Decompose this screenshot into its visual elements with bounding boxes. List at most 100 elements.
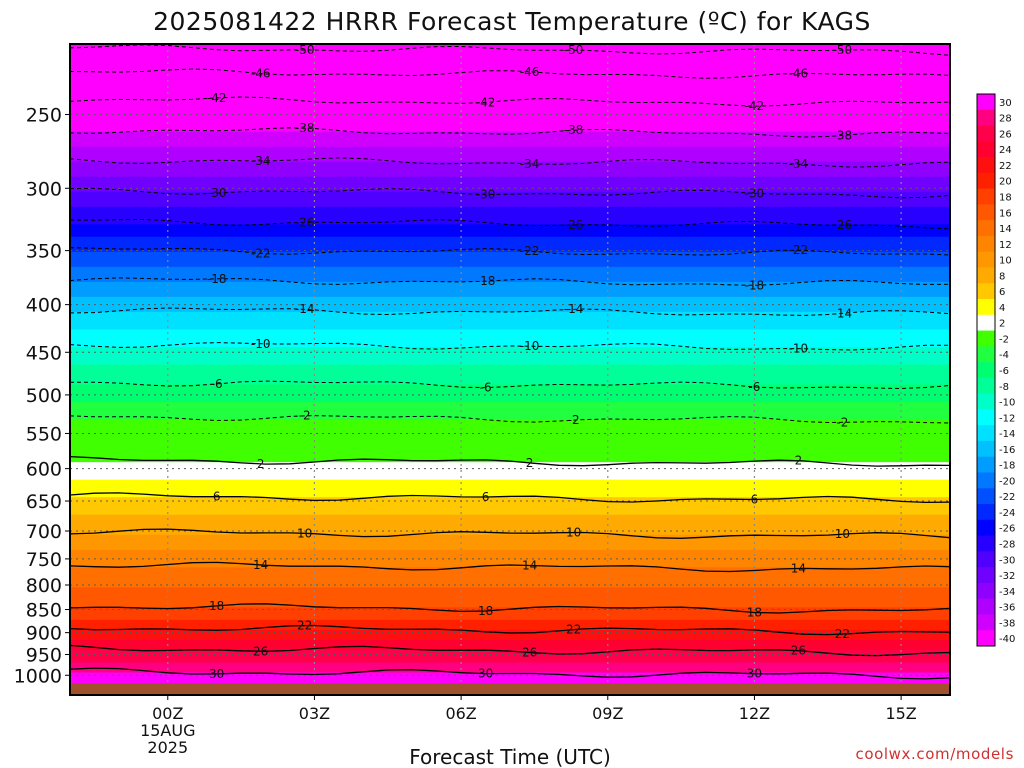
x-tick-label: 00Z bbox=[152, 704, 183, 723]
temperature-band bbox=[70, 244, 950, 248]
temperature-band bbox=[70, 211, 950, 215]
colorbar-swatch bbox=[977, 472, 995, 489]
colorbar-label: -40 bbox=[999, 634, 1015, 645]
temperature-band bbox=[70, 544, 950, 548]
temperature-band bbox=[70, 657, 950, 661]
temperature-band bbox=[70, 309, 950, 313]
temperature-band bbox=[70, 444, 950, 448]
isotherm-label: -30 bbox=[207, 186, 227, 200]
isotherm-label: 6 bbox=[482, 490, 490, 504]
temperature-band bbox=[70, 407, 950, 411]
temperature-band bbox=[70, 514, 950, 518]
temperature-band bbox=[70, 469, 950, 473]
temperature-band bbox=[70, 512, 950, 516]
colorbar-swatch bbox=[977, 125, 995, 142]
colorbar-label: 20 bbox=[999, 177, 1012, 188]
temperature-band bbox=[70, 169, 950, 173]
temperature-band bbox=[70, 632, 950, 636]
temperature-band bbox=[70, 609, 950, 613]
temperature-band bbox=[70, 196, 950, 200]
temperature-band bbox=[70, 437, 950, 441]
x-axis-label: Forecast Time (UTC) bbox=[409, 745, 611, 768]
temperature-band bbox=[70, 492, 950, 496]
colorbar-label: -34 bbox=[999, 587, 1015, 598]
temperature-band bbox=[70, 617, 950, 621]
temperature-band bbox=[70, 96, 950, 100]
colorbar-swatch bbox=[977, 283, 995, 300]
temperature-band bbox=[70, 126, 950, 130]
colorbar-label: 26 bbox=[999, 129, 1012, 140]
temperature-band bbox=[70, 344, 950, 348]
colorbar-swatch bbox=[977, 362, 995, 379]
temperature-band bbox=[70, 397, 950, 401]
isotherm-label: -50 bbox=[833, 43, 853, 57]
temperature-band bbox=[70, 164, 950, 168]
temperature-band bbox=[70, 256, 950, 260]
plot-grid bbox=[70, 44, 950, 695]
temperature-band bbox=[70, 527, 950, 531]
isotherm-label: -10 bbox=[251, 337, 271, 351]
temperature-band bbox=[70, 229, 950, 233]
y-tick-label: 400 bbox=[26, 295, 62, 317]
temperature-band bbox=[70, 254, 950, 258]
colorbar-swatch bbox=[977, 346, 995, 363]
y-tick-label: 600 bbox=[26, 459, 62, 481]
temperature-band bbox=[70, 181, 950, 185]
colorbar-swatch bbox=[977, 267, 995, 284]
ground-layer bbox=[70, 683, 950, 695]
isotherm-label: -18 bbox=[476, 274, 496, 288]
temperature-band bbox=[70, 414, 950, 418]
temperature-band bbox=[70, 276, 950, 280]
temperature-band bbox=[70, 579, 950, 583]
x-tick-label: 09Z bbox=[592, 704, 623, 723]
colorbar-swatch bbox=[977, 314, 995, 332]
temperature-band bbox=[70, 382, 950, 386]
y-tick-label: 1000 bbox=[14, 665, 62, 687]
temperature-band bbox=[70, 149, 950, 153]
colorbar-swatch bbox=[977, 614, 995, 631]
isotherm-label: -14 bbox=[295, 302, 315, 316]
temperature-band bbox=[70, 236, 950, 240]
colorbar-swatch bbox=[977, 535, 995, 552]
colorbar-swatch bbox=[977, 377, 995, 395]
y-tick-label: 550 bbox=[26, 423, 62, 445]
colorbar-swatch bbox=[977, 582, 995, 600]
temperature-band bbox=[70, 482, 950, 486]
temperature-band bbox=[70, 612, 950, 616]
temperature-band bbox=[70, 479, 950, 483]
isotherm-label: 30 bbox=[478, 667, 493, 681]
temperature-band bbox=[70, 191, 950, 195]
y-tick-label: 250 bbox=[26, 105, 62, 127]
colorbar-swatch bbox=[977, 220, 995, 237]
isotherm-label: -6 bbox=[211, 377, 223, 391]
colorbar-label: 10 bbox=[999, 256, 1012, 267]
temperature-band bbox=[70, 547, 950, 551]
isotherm-label: -22 bbox=[789, 243, 809, 257]
temperature-band bbox=[70, 294, 950, 298]
temperature-band bbox=[70, 284, 950, 288]
temperature-band bbox=[70, 249, 950, 253]
temperature-band bbox=[70, 46, 950, 50]
temperature-band bbox=[70, 251, 950, 255]
temperature-band bbox=[70, 171, 950, 175]
isotherm-label: 2 bbox=[257, 457, 265, 471]
colorbar-swatch bbox=[977, 172, 995, 190]
colorbar-swatch bbox=[977, 567, 995, 584]
isotherm-label: -50 bbox=[295, 43, 315, 57]
temperature-band bbox=[70, 44, 950, 48]
isotherm-line bbox=[69, 667, 951, 680]
temperature-band bbox=[70, 652, 950, 656]
temperature-band bbox=[70, 679, 950, 684]
temperature-band bbox=[70, 429, 950, 433]
temperature-band bbox=[70, 574, 950, 578]
temperature-band bbox=[70, 662, 950, 666]
colorbar-label: 12 bbox=[999, 240, 1012, 251]
colorbar-label: -2 bbox=[999, 335, 1009, 346]
colorbar-label: 14 bbox=[999, 224, 1012, 235]
temperature-band bbox=[70, 269, 950, 273]
temperature-band bbox=[70, 206, 950, 210]
colorbar-label: -36 bbox=[999, 603, 1015, 614]
colorbar-label: 16 bbox=[999, 208, 1012, 219]
temperature-band bbox=[70, 161, 950, 165]
colorbar-swatch bbox=[977, 141, 995, 158]
